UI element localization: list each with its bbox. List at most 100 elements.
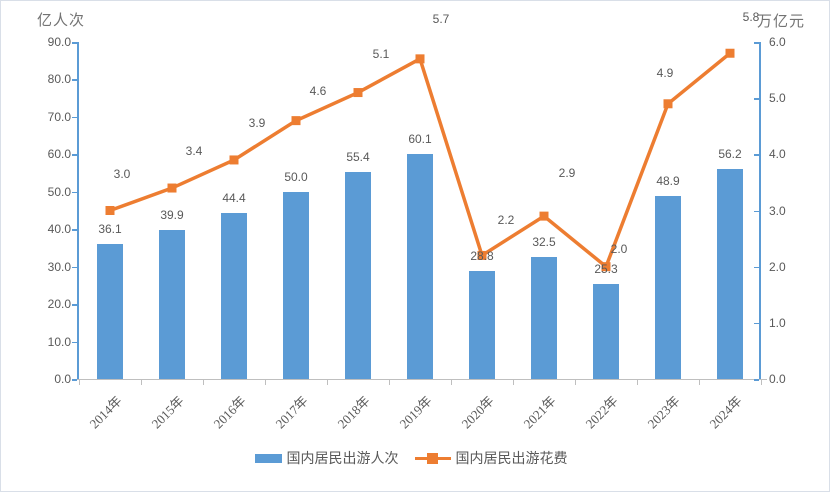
left-axis-tick: [72, 154, 77, 156]
left-axis-tick-label: 30.0: [47, 259, 71, 274]
line-data-label: 3.4: [185, 144, 203, 159]
x-axis-tick: [513, 379, 514, 385]
line-marker-icon: [291, 116, 301, 126]
x-axis-tick: [203, 379, 204, 385]
line-marker-icon: [539, 211, 549, 221]
bar-data-label: 55.4: [346, 149, 370, 164]
line-marker-icon: [415, 54, 425, 64]
left-axis-tick-label: 50.0: [47, 184, 71, 199]
right-axis-line: [759, 42, 761, 379]
x-axis-tick: [327, 379, 328, 385]
right-axis-tick: [754, 266, 759, 269]
right-axis-tick: [754, 210, 759, 212]
x-axis-tick: [141, 379, 142, 385]
right-axis-tick: [754, 154, 759, 156]
x-axis-tick: [761, 379, 762, 385]
bar-data-label: 50.0: [284, 169, 308, 184]
line-data-label: 5.8: [742, 10, 760, 25]
bar-data-label: 48.9: [656, 173, 680, 188]
bar-data-label: 56.2: [718, 146, 742, 161]
right-axis-tick-label: 5.0: [769, 91, 786, 106]
left-axis-tick-label: 0.0: [54, 372, 71, 386]
legend-line-swatch-icon: [414, 452, 451, 464]
bar: [717, 168, 743, 379]
legend: 国内居民出游人次 国内居民出游花费: [1, 448, 829, 468]
line-marker-icon: [353, 88, 363, 98]
x-axis-tick: [699, 379, 700, 385]
left-axis-tick: [72, 229, 77, 231]
left-axis-tick: [72, 79, 77, 81]
line-data-label: 3.0: [113, 166, 131, 181]
x-axis-category-label: 2014年: [86, 393, 125, 432]
right-axis-tick: [754, 379, 759, 381]
bar-data-label: 36.1: [98, 221, 122, 236]
line-data-label: 4.9: [656, 65, 674, 80]
bar-data-label: 39.9: [160, 207, 184, 222]
left-axis-tick-label: 90.0: [47, 35, 71, 49]
bar: [531, 257, 557, 379]
right-axis-tick: [754, 42, 759, 44]
bar-data-label: 25.3: [594, 262, 618, 277]
x-axis-category-label: 2015年: [148, 393, 187, 432]
line-marker-icon: [229, 155, 239, 165]
left-axis-tick-label: 70.0: [47, 109, 71, 124]
right-axis-tick-label: 1.0: [769, 315, 786, 330]
left-axis-tick-label: 40.0: [47, 222, 71, 237]
bar: [469, 271, 495, 379]
bar-data-label: 28.8: [470, 249, 494, 264]
bar: [655, 195, 681, 379]
bar: [283, 191, 309, 379]
bar: [407, 153, 433, 379]
line-marker-icon: [663, 99, 673, 109]
line-marker-icon: [105, 206, 115, 215]
line-data-label: 3.9: [248, 115, 266, 130]
x-axis-category-label: 2019年: [396, 393, 435, 432]
line-marker-icon: [167, 183, 177, 193]
left-axis-tick: [72, 42, 77, 44]
bar: [159, 229, 185, 379]
bar: [345, 171, 371, 379]
x-axis-tick: [575, 379, 576, 385]
legend-line-marker: [426, 453, 438, 464]
x-axis-tick: [79, 379, 80, 385]
right-axis-tick-label: 3.0: [769, 203, 786, 218]
left-axis-tick: [72, 304, 77, 306]
bar-data-label: 32.5: [532, 235, 556, 250]
right-axis-tick-label: 0.0: [769, 372, 786, 386]
bar: [97, 243, 123, 379]
x-axis-tick: [265, 379, 266, 385]
left-axis-tick: [72, 116, 77, 119]
line-data-label: 4.6: [309, 83, 327, 98]
right-axis-tick-label: 4.0: [769, 147, 786, 162]
line-data-label: 2.0: [610, 241, 628, 256]
x-axis-category-label: 2022年: [582, 393, 621, 432]
x-axis-category-label: 2020年: [458, 393, 497, 432]
right-axis-title: 万亿元: [757, 14, 806, 30]
x-axis-tick: [637, 379, 638, 385]
legend-label-spending: 国内居民出游花费: [455, 452, 568, 467]
x-axis-category-label: 2018年: [334, 393, 373, 432]
line-data-label: 2.2: [497, 213, 515, 228]
bar: [221, 212, 247, 379]
x-axis-tick: [389, 379, 390, 385]
left-axis-tick-label: 60.0: [47, 147, 71, 162]
line-marker-icon: [725, 48, 735, 58]
right-axis-tick-label: 6.0: [769, 35, 786, 49]
bar-data-label: 60.1: [408, 131, 432, 146]
left-axis-tick: [72, 379, 77, 381]
line-data-label: 5.7: [432, 11, 450, 26]
left-axis-tick-label: 80.0: [47, 72, 71, 87]
legend-bar-swatch-icon: [254, 453, 282, 463]
line-data-label: 5.1: [372, 46, 390, 61]
x-axis-line: [77, 379, 767, 380]
left-axis-tick: [72, 341, 77, 344]
x-axis-tick: [451, 379, 452, 385]
x-axis-category-label: 2016年: [210, 393, 249, 432]
x-axis-category-label: 2024年: [706, 393, 745, 432]
left-axis-tick: [72, 191, 77, 194]
left-axis-line: [77, 42, 79, 379]
x-axis-category-label: 2023年: [644, 393, 683, 432]
right-axis-tick: [754, 98, 759, 100]
x-axis-category-label: 2021年: [520, 393, 559, 432]
right-axis-tick: [754, 322, 759, 325]
